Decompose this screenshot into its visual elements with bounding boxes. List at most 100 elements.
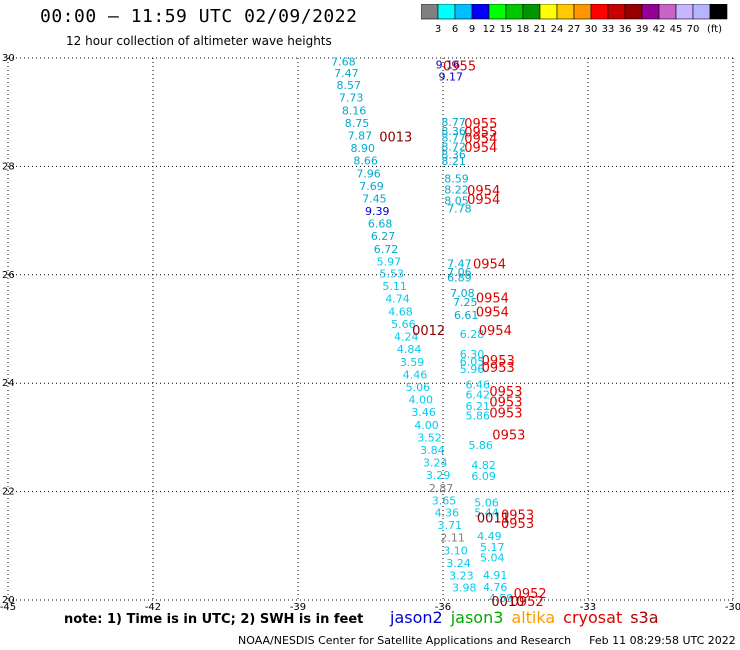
wave-height-point: 7.96: [356, 167, 381, 180]
wave-height-point: 8.66: [353, 154, 378, 167]
wave-height-point: 5.17: [480, 541, 505, 554]
satellite-legend: jason2 jason3 altika cryosat s3a: [390, 608, 667, 627]
wave-height-point: 7.87: [348, 130, 373, 143]
color-scale-label: 15: [500, 24, 513, 35]
footer-credit: NOAA/NESDIS Center for Satellite Applica…: [238, 634, 572, 647]
wave-height-point: 5.44: [474, 507, 499, 520]
time-label: 0953: [501, 517, 534, 532]
color-scale-bar: 3 6 9 12 15 18 21 24 27 30 33 36 39 42 45 70 (ft): [421, 4, 728, 35]
wave-height-point: 5.96: [460, 363, 485, 376]
wave-height-point: 4.74: [385, 293, 410, 306]
wave-height-point: 6.30: [460, 348, 485, 361]
y-tick-label: 22: [2, 487, 15, 498]
x-tick-label: -39: [290, 602, 306, 610]
y-tick-label: 30: [2, 53, 15, 64]
color-scale-label: 30: [585, 24, 598, 35]
wave-height-point: 8.72: [441, 140, 466, 153]
wave-height-point: 8.59: [444, 172, 469, 185]
color-scale-label: 3: [435, 24, 441, 35]
wave-height-point: 6.89: [447, 272, 472, 285]
time-label: 0955: [464, 117, 497, 132]
time-label: 0954: [467, 193, 500, 208]
wave-height-point: 5.06: [406, 381, 431, 394]
wave-height-point: 6.28: [460, 328, 485, 341]
time-label: 0952: [511, 595, 544, 610]
wave-height-point: 7.08: [450, 287, 475, 300]
wave-height-point: 5.11: [382, 280, 407, 293]
wave-height-point: 3.46: [411, 406, 436, 419]
time-label: 0953: [482, 361, 515, 376]
wave-height-point: 9.16: [436, 59, 461, 72]
time-label: 0953: [482, 354, 515, 369]
y-tick-label: 28: [2, 161, 15, 172]
wave-height-point: 3.71: [438, 519, 463, 532]
wave-height-point: 2.87: [429, 482, 454, 495]
wave-height-point: 7.78: [447, 203, 472, 216]
footer-timestamp: Feb 11 08:29:58 UTC 2022: [589, 634, 736, 647]
wave-height-point: 9.39: [365, 205, 390, 218]
wave-height-point: 6.61: [454, 309, 479, 322]
wave-height-point: 4.24: [394, 331, 419, 344]
wave-height-point: 4.49: [477, 530, 502, 543]
time-label: 0012: [412, 324, 445, 339]
x-tick-label: -45: [0, 602, 16, 610]
x-tick-label: -33: [580, 602, 596, 610]
time-label: 0953: [492, 429, 525, 444]
y-tick-label: 20: [2, 595, 15, 606]
time-label: 0954: [479, 324, 512, 339]
note-text: note: 1) Time is in UTC; 2) SWH is in fe…: [64, 612, 364, 627]
wave-height-point: 7.25: [453, 296, 478, 309]
color-scale-label: 33: [602, 24, 615, 35]
wave-height-point: 3.65: [432, 494, 457, 507]
legend-item-s3a: s3a: [630, 608, 659, 627]
color-scale-label: 18: [517, 24, 530, 35]
wave-height-point: 7.45: [362, 192, 387, 205]
wave-height-point: 5.97: [377, 255, 402, 268]
footer: NOAA/NESDIS Center for Satellite Applica…: [238, 634, 736, 647]
wave-height-point: 6.21: [466, 400, 491, 413]
wave-height-point: 3.24: [446, 557, 471, 570]
wave-height-point: 6.46: [466, 378, 491, 391]
time-label: 0953: [489, 406, 522, 421]
time-label: 0954: [476, 292, 509, 307]
wave-height-point: 7.69: [359, 180, 384, 193]
color-scale-label: 39: [636, 24, 649, 35]
time-label: 0954: [464, 132, 497, 147]
wave-height-point: 4.59: [489, 592, 514, 605]
color-scale-label: 27: [568, 24, 581, 35]
time-label: 0955: [443, 60, 476, 75]
time-label: 0953: [489, 385, 522, 400]
wave-height-point: 3.10: [443, 545, 468, 558]
time-label: 0954: [473, 257, 506, 272]
time-label: 0954: [467, 184, 500, 199]
wave-height-point: 6.72: [374, 243, 399, 256]
wave-height-point: 7.06: [447, 266, 472, 279]
color-scale-label: 12: [483, 24, 496, 35]
color-scale-label: 36: [619, 24, 632, 35]
wave-height-point: 3.29: [426, 469, 451, 482]
wave-height-point: 4.91: [483, 569, 508, 582]
wave-height-point: 5.06: [474, 496, 499, 509]
x-tick-label: -42: [145, 602, 161, 610]
wave-height-point: 4.76: [483, 581, 508, 594]
wave-height-point: 4.00: [409, 393, 434, 406]
wave-height-point: 6.68: [368, 217, 393, 230]
wave-height-point: 8.75: [345, 117, 370, 130]
wave-height-point: 7.68: [331, 55, 356, 68]
wave-height-point: 8.36: [441, 148, 466, 161]
time-label: 0953: [489, 396, 522, 411]
time-label: 0955: [464, 126, 497, 141]
wave-height-point: 9.17: [438, 70, 463, 83]
time-label: 0011: [477, 512, 510, 527]
y-tick-label: 26: [2, 270, 15, 281]
x-tick-label: -36: [435, 602, 451, 610]
chart-title: 00:00 — 11:59 UTC 02/09/2022: [40, 6, 358, 27]
wave-height-point: 5.53: [380, 268, 405, 281]
time-label: 0952: [514, 587, 547, 602]
color-scale-unit: (ft): [707, 24, 722, 35]
wave-height-point: 4.00: [414, 419, 439, 432]
color-scale-label: 70: [687, 24, 700, 35]
legend-item-jason3: jason3: [450, 608, 504, 627]
wave-height-point: 8.77: [441, 116, 466, 129]
